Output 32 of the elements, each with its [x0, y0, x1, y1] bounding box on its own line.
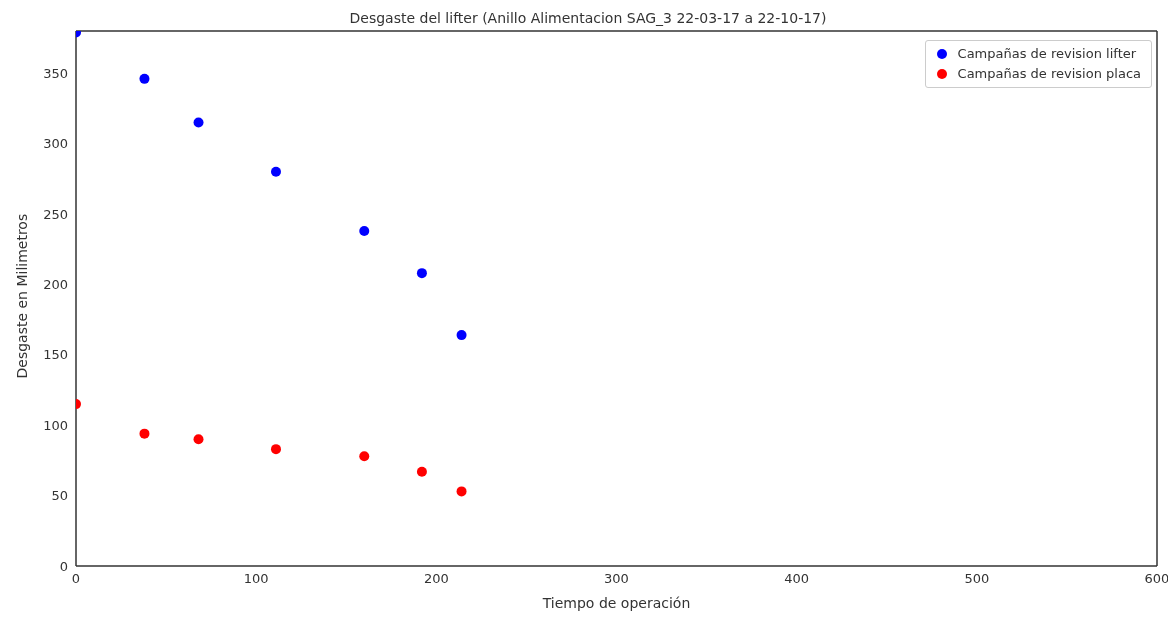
x-axis-title: Tiempo de operación [541, 595, 691, 611]
x-tick-label: 100 [243, 571, 269, 587]
y-tick-label: 0 [59, 558, 68, 574]
x-tick-label: 600 [1144, 571, 1170, 587]
point [359, 225, 370, 236]
point [359, 451, 370, 462]
point [139, 73, 150, 84]
x-tick-label: 500 [964, 571, 990, 587]
legend-label: Campañas de revision lifter [957, 45, 1137, 63]
point [416, 268, 427, 279]
y-tick-label: 300 [43, 136, 68, 152]
point [270, 166, 281, 177]
y-tick-label: 50 [51, 488, 68, 504]
y-tick-label: 150 [43, 347, 68, 363]
y-tick-label: 200 [43, 277, 68, 293]
legend-label: Campañas de revision placa [957, 65, 1141, 83]
x-tick-label: 0 [71, 571, 81, 587]
y-axis-title: Desgaste en Milimetros [13, 213, 30, 379]
point [193, 117, 204, 128]
point [139, 428, 150, 439]
chart-title: Desgaste del lifter (Anillo Alimentacion SAG_3 22-03-17 a 22-10-17) [348, 9, 828, 28]
x-tick-label: 200 [423, 571, 449, 587]
x-tick-label: 300 [604, 571, 629, 587]
y-tick-label: 350 [43, 65, 68, 81]
x-tick-label: 400 [784, 571, 810, 587]
y-tick-label: 250 [43, 206, 68, 222]
point [270, 444, 281, 455]
point [456, 486, 467, 497]
y-tick-label: 100 [43, 417, 68, 433]
point [456, 330, 467, 341]
point [193, 434, 204, 445]
point [416, 466, 427, 477]
